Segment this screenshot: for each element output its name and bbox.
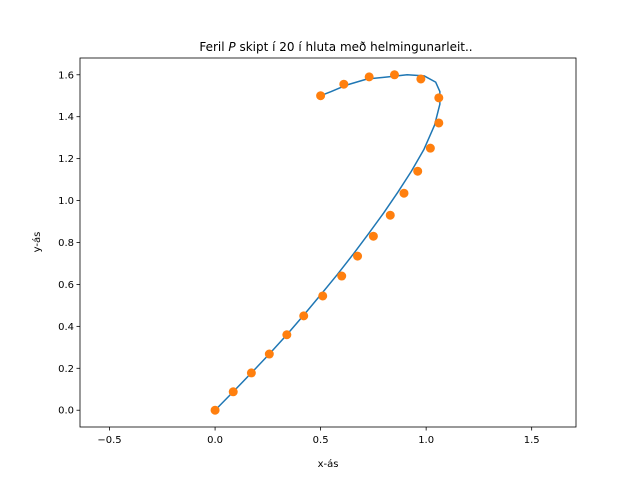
division-point (210, 405, 220, 415)
division-point (389, 70, 399, 80)
division-point (337, 271, 347, 281)
x-tick-label: 0.5 (313, 435, 329, 446)
division-point (434, 118, 444, 128)
y-tick-label: 1.4 (58, 112, 74, 123)
division-point (425, 143, 435, 153)
division-point (228, 387, 238, 397)
division-point (299, 311, 309, 321)
x-tick-label: 1.0 (418, 435, 434, 446)
y-tick-label: 0.4 (58, 322, 74, 333)
title-variable: P (228, 40, 236, 54)
y-tick-label: 0.8 (58, 238, 74, 249)
y-tick-label: 1.2 (58, 154, 74, 165)
division-point (416, 74, 426, 84)
x-tick-label: −0.5 (97, 435, 121, 446)
division-point (434, 93, 444, 103)
division-point (364, 72, 374, 82)
division-point (318, 291, 328, 301)
x-tick-label: 0.0 (207, 435, 223, 446)
division-point (264, 349, 274, 359)
division-point (339, 79, 349, 89)
y-tick-label: 1.0 (58, 196, 74, 207)
y-tick-label: 0.6 (58, 280, 74, 291)
division-point (385, 210, 395, 220)
chart-title: Feril P skipt í 20 í hluta með helmingun… (199, 40, 472, 54)
division-point (399, 188, 409, 198)
division-point (353, 251, 363, 261)
y-tick-label: 0.0 (58, 406, 74, 417)
division-point (413, 166, 423, 176)
division-point (282, 330, 292, 340)
division-point (368, 231, 378, 241)
x-axis-label: x-ás (318, 458, 339, 470)
plot-area (210, 70, 444, 415)
title-suffix: skipt í 20 í hluta með helmingunarleit.. (236, 40, 473, 54)
y-tick-label: 1.6 (58, 70, 74, 81)
title-prefix: Feril (199, 40, 228, 54)
x-tick-label: 1.5 (524, 435, 540, 446)
axes: −0.5 0.0 0.5 1.0 1.5 0.0 0.2 0.4 0.6 0.8 1.0 1.2 1.4… (58, 57, 577, 446)
y-tick-label: 0.2 (58, 364, 74, 375)
y-axis-label: y-ás (31, 232, 43, 253)
division-point (246, 368, 256, 378)
division-point (316, 91, 326, 101)
